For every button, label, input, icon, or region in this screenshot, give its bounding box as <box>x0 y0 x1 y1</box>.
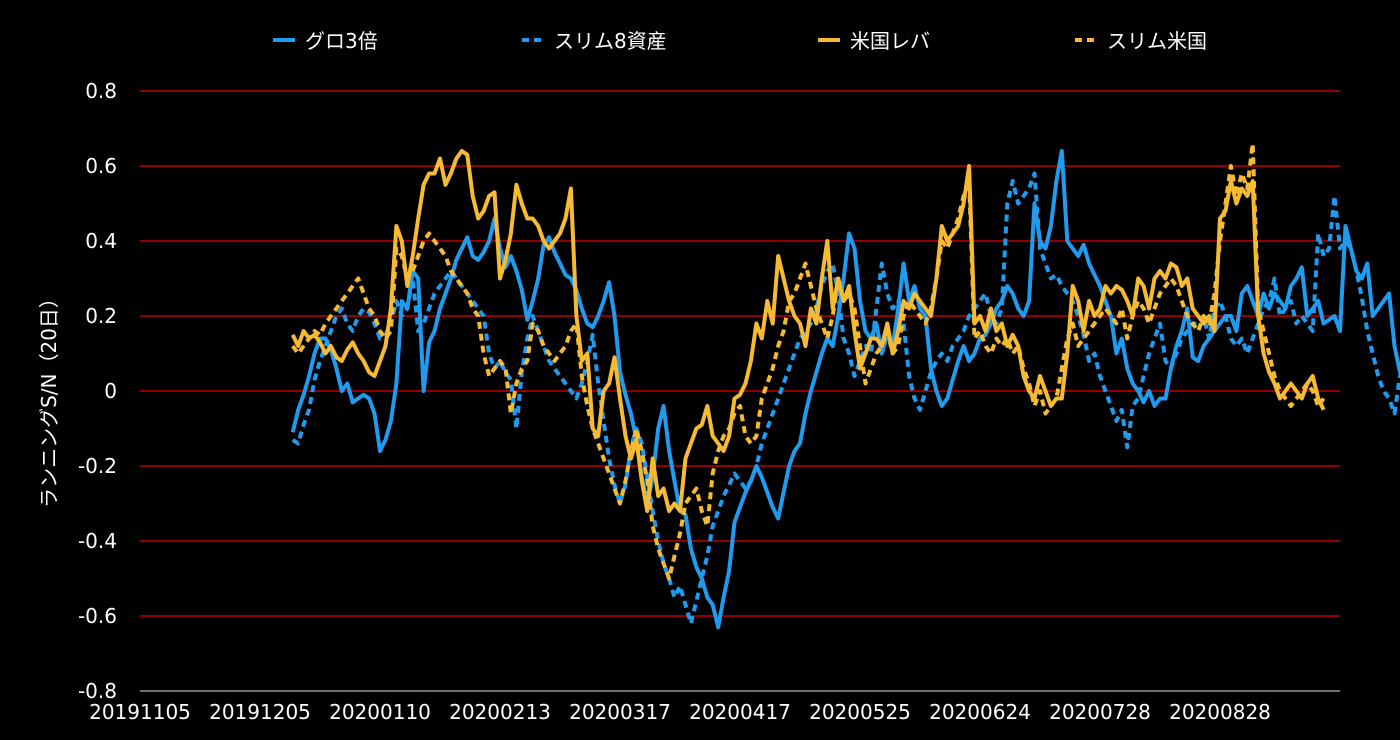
y-tick-label: -0.2 <box>78 454 117 478</box>
y-tick-label: 0.4 <box>85 229 117 253</box>
legend-label: スリム8資産 <box>554 29 667 53</box>
y-tick-label: -0.6 <box>78 604 117 628</box>
series-line-3 <box>291 141 1326 581</box>
series-line-1 <box>291 171 1400 626</box>
y-axis-title: ランニングS/N（20日） <box>37 288 61 508</box>
y-axis-ticks: -0.8 -0.6 -0.4 -0.2 0 0.2 0.4 0.6 0.8 <box>78 79 117 703</box>
x-tick-label: 20191205 <box>209 700 311 724</box>
y-tick-label: 0 <box>104 379 117 403</box>
x-axis-ticks: 20191105 20191205 20200110 20200213 20200317… <box>89 700 1271 724</box>
legend: グロ3倍 スリム8資産 米国レバ スリム米国 <box>273 29 1207 53</box>
legend-label: 米国レバ <box>850 29 930 53</box>
x-tick-label: 20200728 <box>1049 700 1151 724</box>
y-tick-label: -0.8 <box>78 679 117 703</box>
x-tick-label: 20200417 <box>689 700 791 724</box>
series-line-2 <box>290 149 1326 513</box>
x-tick-label: 20200525 <box>809 700 911 724</box>
x-tick-label: 20191105 <box>89 700 191 724</box>
x-tick-label: 20200317 <box>569 700 671 724</box>
x-tick-label: 20200110 <box>329 700 431 724</box>
y-tick-label: 0.8 <box>85 79 117 103</box>
series-lines <box>290 141 1400 630</box>
x-tick-label: 20200213 <box>449 700 551 724</box>
y-tick-label: -0.4 <box>78 529 117 553</box>
legend-label: スリム米国 <box>1107 29 1207 53</box>
y-tick-label: 0.2 <box>85 304 117 328</box>
y-tick-label: 0.6 <box>85 154 117 178</box>
series-line-0 <box>290 149 1400 630</box>
x-tick-label: 20200828 <box>1169 700 1271 724</box>
x-tick-label: 20200624 <box>929 700 1031 724</box>
legend-label: グロ3倍 <box>305 29 378 53</box>
